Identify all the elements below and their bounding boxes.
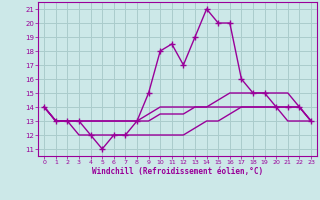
X-axis label: Windchill (Refroidissement éolien,°C): Windchill (Refroidissement éolien,°C) <box>92 167 263 176</box>
